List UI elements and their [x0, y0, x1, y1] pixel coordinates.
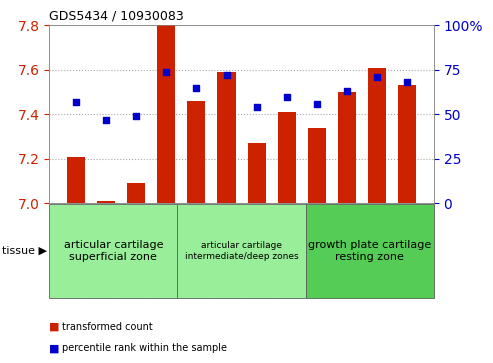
Point — [162, 69, 170, 74]
Text: tissue ▶: tissue ▶ — [2, 246, 47, 256]
Point — [72, 99, 80, 105]
Text: articular cartilage
superficial zone: articular cartilage superficial zone — [64, 240, 163, 262]
Point — [343, 88, 351, 94]
Bar — [157, 25, 176, 203]
Point — [403, 79, 411, 85]
Point — [192, 85, 200, 91]
Bar — [97, 201, 115, 203]
Text: articular cartilage
intermediate/deep zones: articular cartilage intermediate/deep zo… — [185, 241, 298, 261]
Bar — [67, 156, 85, 203]
Text: growth plate cartilage
resting zone: growth plate cartilage resting zone — [308, 240, 431, 262]
Bar — [278, 112, 296, 203]
Bar — [308, 128, 326, 203]
Text: ■: ■ — [49, 343, 60, 354]
Bar — [368, 68, 386, 203]
Point — [283, 94, 291, 99]
Point — [222, 72, 230, 78]
Point — [253, 104, 261, 110]
Bar — [217, 72, 236, 203]
Text: GDS5434 / 10930083: GDS5434 / 10930083 — [49, 10, 184, 23]
Point — [132, 113, 140, 119]
Text: percentile rank within the sample: percentile rank within the sample — [62, 343, 227, 354]
Text: transformed count: transformed count — [62, 322, 152, 332]
Bar — [247, 143, 266, 203]
Point — [313, 101, 321, 107]
Point — [102, 117, 110, 123]
Bar — [187, 101, 206, 203]
Bar — [398, 85, 417, 203]
Point — [373, 74, 381, 80]
Bar — [127, 183, 145, 203]
Bar — [338, 92, 356, 203]
Text: ■: ■ — [49, 322, 60, 332]
